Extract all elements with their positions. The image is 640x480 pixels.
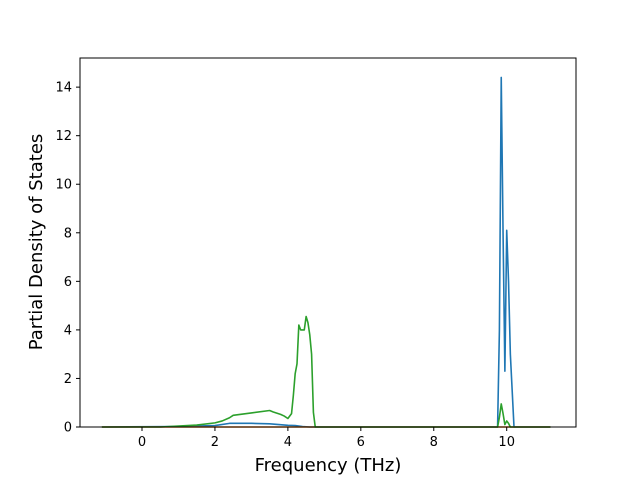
- x-tick-label: 8: [430, 435, 438, 450]
- y-tick-label: 12: [55, 129, 72, 144]
- y-tick-label: 4: [64, 323, 72, 338]
- plot-frame: [79, 57, 577, 428]
- y-tick-label: 0: [64, 421, 72, 436]
- x-tick-label: 2: [211, 435, 219, 450]
- y-tick-label: 2: [64, 372, 72, 387]
- y-tick-label: 10: [55, 178, 72, 193]
- series-line-3: [101, 315, 551, 428]
- x-tick-label: 4: [284, 435, 292, 450]
- y-axis-label: Partial Density of States: [26, 134, 47, 351]
- x-tick-label: 10: [498, 435, 515, 450]
- x-axis-label: Frequency (THz): [255, 455, 402, 476]
- y-tick-label: 8: [64, 226, 72, 241]
- y-tick-label: 6: [64, 275, 72, 290]
- x-axis-ticks: 0 2 4 6 8 10: [138, 427, 515, 450]
- y-axis-ticks: 0 2 4 6 8 10 12 14: [55, 81, 80, 436]
- y-tick-label: 14: [55, 81, 72, 96]
- x-tick-label: 6: [357, 435, 365, 450]
- x-tick-label: 0: [138, 435, 146, 450]
